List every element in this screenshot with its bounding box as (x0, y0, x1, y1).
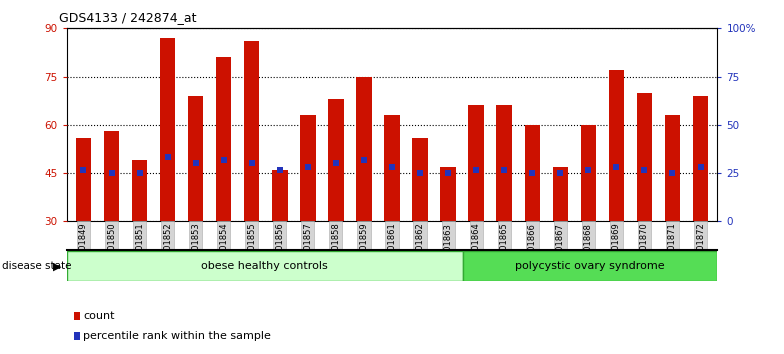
Bar (384, 115, 400, 221)
Bar (160, 38, 176, 221)
Bar (272, 170, 288, 221)
Bar (665, 115, 681, 221)
Text: GDS4133 / 242874_at: GDS4133 / 242874_at (59, 11, 196, 24)
Bar (244, 41, 260, 221)
Bar (581, 125, 596, 221)
Bar (67, 251, 463, 281)
Bar (553, 167, 568, 221)
Text: ▶: ▶ (53, 261, 61, 272)
Text: disease state: disease state (2, 261, 71, 272)
Bar (441, 167, 456, 221)
Bar (76, 138, 91, 221)
Bar (496, 105, 512, 221)
Bar (216, 57, 231, 221)
Text: count: count (83, 311, 114, 321)
Bar (412, 138, 428, 221)
Bar (608, 70, 624, 221)
Text: polycystic ovary syndrome: polycystic ovary syndrome (515, 261, 665, 272)
Text: percentile rank within the sample: percentile rank within the sample (83, 331, 271, 341)
Bar (103, 131, 119, 221)
Bar (132, 160, 147, 221)
Bar (300, 115, 316, 221)
Bar (693, 96, 708, 221)
Bar (328, 99, 343, 221)
Bar (188, 96, 203, 221)
Text: obese healthy controls: obese healthy controls (201, 261, 328, 272)
Bar (524, 125, 540, 221)
Bar (637, 93, 652, 221)
Bar (463, 251, 717, 281)
Bar (468, 105, 484, 221)
Bar (356, 76, 372, 221)
